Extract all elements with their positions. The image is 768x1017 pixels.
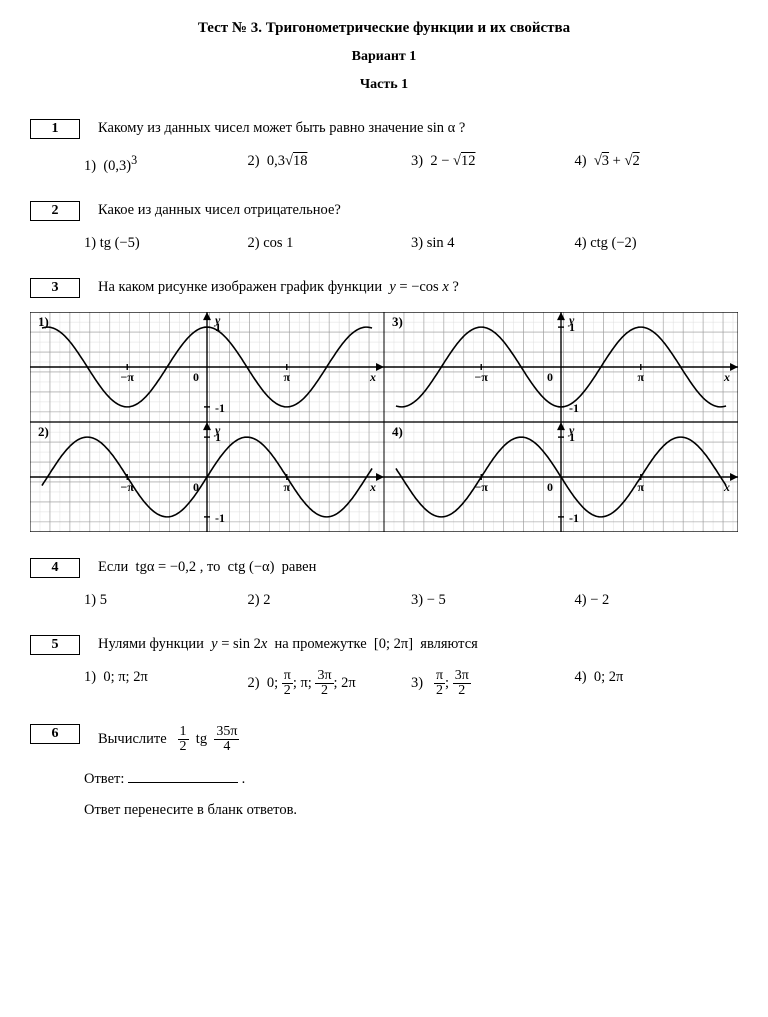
answer-line: Ответ: . bbox=[84, 768, 738, 788]
svg-text:-1: -1 bbox=[215, 401, 225, 415]
svg-text:x: x bbox=[723, 370, 730, 384]
svg-text:0: 0 bbox=[193, 480, 199, 494]
part-label: Часть 1 bbox=[30, 77, 738, 93]
question-1: 1 Какому из данных чисел может быть равн… bbox=[30, 119, 738, 139]
svg-text:x: x bbox=[723, 480, 730, 494]
svg-text:y: y bbox=[213, 313, 221, 327]
svg-text:-1: -1 bbox=[569, 401, 579, 415]
svg-text:-1: -1 bbox=[215, 511, 225, 525]
instruction-text: Ответ перенесите в бланк ответов. bbox=[84, 802, 738, 819]
svg-text:y: y bbox=[567, 423, 575, 437]
option: 2) 0; π2; π; 3π2; 2π bbox=[248, 669, 412, 698]
question-3: 3 На каком рисунке изображен график функ… bbox=[30, 278, 738, 298]
option: 2) cos 1 bbox=[248, 235, 412, 252]
svg-text:−π: −π bbox=[121, 480, 135, 494]
question-number: 5 bbox=[30, 635, 80, 655]
question-text: Вычислите 12 tg 35π4 bbox=[98, 724, 239, 754]
options-5: 1) 0; π; 2π 2) 0; π2; π; 3π2; 2π 3) π2; … bbox=[84, 669, 738, 698]
svg-text:3): 3) bbox=[392, 314, 403, 329]
options-4: 1) 5 2) 2 3) − 5 4) − 2 bbox=[84, 592, 738, 609]
answer-blank[interactable] bbox=[128, 768, 238, 783]
question-2: 2 Какое из данных чисел отрицательное? bbox=[30, 201, 738, 221]
question-text: Если tgα = −0,2 , то ctg (−α) равен bbox=[98, 558, 316, 576]
chart-grid: −ππ01-1yx1) −ππ01-1yx3) −ππ01-1yx2) −ππ0… bbox=[30, 312, 738, 532]
chart-panel-1: −ππ01-1yx1) bbox=[30, 312, 384, 422]
svg-text:y: y bbox=[213, 423, 221, 437]
svg-text:2): 2) bbox=[38, 424, 49, 439]
option: 3) sin 4 bbox=[411, 235, 575, 252]
svg-text:4): 4) bbox=[392, 424, 403, 439]
option: 3) 2 − √12 bbox=[411, 153, 575, 175]
svg-text:π: π bbox=[283, 480, 290, 494]
option: 1) 0; π; 2π bbox=[84, 669, 248, 698]
variant-label: Вариант 1 bbox=[30, 49, 738, 65]
question-number: 3 bbox=[30, 278, 80, 298]
question-number: 4 bbox=[30, 558, 80, 578]
svg-text:0: 0 bbox=[547, 480, 553, 494]
option: 4) ctg (−2) bbox=[575, 235, 739, 252]
options-2: 1) tg (−5) 2) cos 1 3) sin 4 4) ctg (−2) bbox=[84, 235, 738, 252]
question-text: Какое из данных чисел отрицательное? bbox=[98, 201, 341, 219]
svg-text:x: x bbox=[369, 370, 376, 384]
question-number: 6 bbox=[30, 724, 80, 744]
question-number: 1 bbox=[30, 119, 80, 139]
option: 4) √3 + √2 bbox=[575, 153, 739, 175]
question-text: На каком рисунке изображен график функци… bbox=[98, 278, 459, 296]
svg-text:0: 0 bbox=[547, 370, 553, 384]
option: 2) 0,3√18 bbox=[248, 153, 412, 175]
chart-panel-2: −ππ01-1yx2) bbox=[30, 422, 384, 532]
svg-text:y: y bbox=[567, 313, 575, 327]
question-number: 2 bbox=[30, 201, 80, 221]
chart-panel-4: −ππ01-1yx4) bbox=[384, 422, 738, 532]
question-4: 4 Если tgα = −0,2 , то ctg (−α) равен bbox=[30, 558, 738, 578]
svg-text:π: π bbox=[283, 370, 290, 384]
svg-text:π: π bbox=[637, 480, 644, 494]
option: 3) − 5 bbox=[411, 592, 575, 609]
question-text: Нулями функции y = sin 2x на промежутке … bbox=[98, 635, 478, 653]
test-title: Тест № 3. Тригонометрические функции и и… bbox=[30, 20, 738, 37]
chart-panel-3: −ππ01-1yx3) bbox=[384, 312, 738, 422]
option: 1) (0,3)3 bbox=[84, 153, 248, 175]
svg-text:−π: −π bbox=[475, 370, 489, 384]
answer-label: Ответ: bbox=[84, 771, 124, 787]
svg-text:-1: -1 bbox=[569, 511, 579, 525]
svg-text:0: 0 bbox=[193, 370, 199, 384]
option: 1) 5 bbox=[84, 592, 248, 609]
options-1: 1) (0,3)3 2) 0,3√18 3) 2 − √12 4) √3 + √… bbox=[84, 153, 738, 175]
question-6: 6 Вычислите 12 tg 35π4 bbox=[30, 724, 738, 754]
svg-text:π: π bbox=[637, 370, 644, 384]
question-5: 5 Нулями функции y = sin 2x на промежутк… bbox=[30, 635, 738, 655]
svg-text:−π: −π bbox=[121, 370, 135, 384]
question-text: Какому из данных чисел может быть равно … bbox=[98, 119, 465, 137]
option: 2) 2 bbox=[248, 592, 412, 609]
svg-text:−π: −π bbox=[475, 480, 489, 494]
svg-text:x: x bbox=[369, 480, 376, 494]
option: 3) π2; 3π2 bbox=[411, 669, 575, 698]
option: 4) − 2 bbox=[575, 592, 739, 609]
option: 4) 0; 2π bbox=[575, 669, 739, 698]
option: 1) tg (−5) bbox=[84, 235, 248, 252]
svg-text:1): 1) bbox=[38, 314, 49, 329]
